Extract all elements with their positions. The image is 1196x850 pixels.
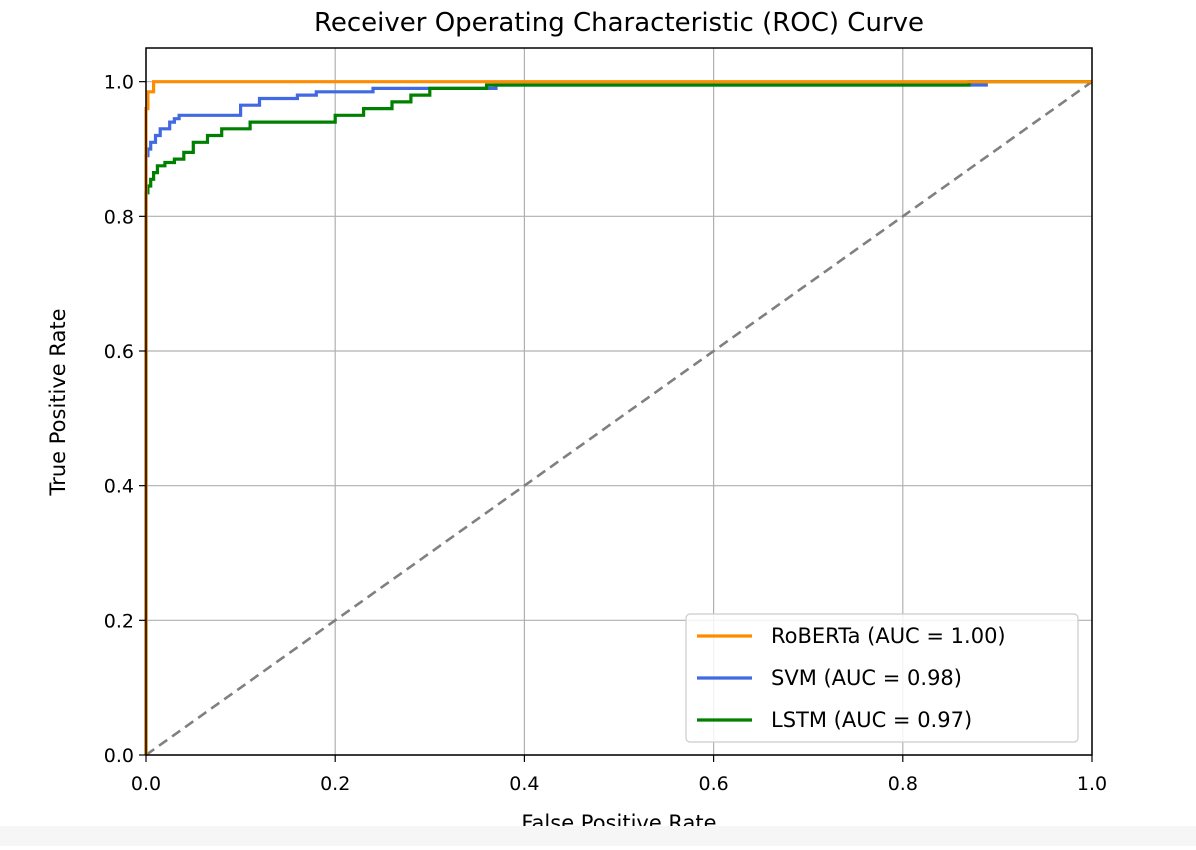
y-tick-label: 0.8 xyxy=(104,206,134,228)
y-tick-label: 0.6 xyxy=(104,341,134,363)
legend-label: RoBERTa (AUC = 1.00) xyxy=(771,624,1006,648)
y-tick-label: 1.0 xyxy=(104,72,134,94)
legend-box xyxy=(685,613,1079,743)
legend-items: RoBERTa (AUC = 1.00) SVM (AUC = 0.98) LSTM… xyxy=(697,624,1006,732)
legend-label: LSTM (AUC = 0.97) xyxy=(771,708,972,732)
legend: RoBERTa (AUC = 1.00) SVM (AUC = 0.98) LSTM… xyxy=(685,613,1079,743)
y-tick-label: 0.2 xyxy=(104,610,134,632)
chart-title: Receiver Operating Characteristic (ROC) … xyxy=(314,8,924,38)
y-axis-label: True Positive Rate xyxy=(46,308,70,496)
chance-diagonal-line xyxy=(145,80,1093,757)
y-tick-label: 0.0 xyxy=(104,745,134,767)
x-tick-label: 0.4 xyxy=(509,773,539,795)
y-tick-label: 0.4 xyxy=(104,476,134,498)
x-tick-label: 0.8 xyxy=(888,773,918,795)
series-line-svm xyxy=(144,83,988,755)
series-line-lstm xyxy=(144,80,1092,755)
series-lines xyxy=(144,80,1093,757)
x-tick-label: 0.2 xyxy=(320,773,350,795)
page-bottom-strip xyxy=(0,826,1196,846)
x-tick-label: 0.6 xyxy=(698,773,728,795)
x-tick-label: 0.0 xyxy=(131,773,161,795)
plot-frame xyxy=(145,47,1093,756)
x-tick-label: 1.0 xyxy=(1077,773,1107,795)
axis-ticks: 0.0 0.2 0.4 0.6 0.8 1.0 0.0 0.2 0.4 0.6 0.8 1.0 xyxy=(104,72,1107,795)
legend-label: SVM (AUC = 0.98) xyxy=(771,666,962,690)
